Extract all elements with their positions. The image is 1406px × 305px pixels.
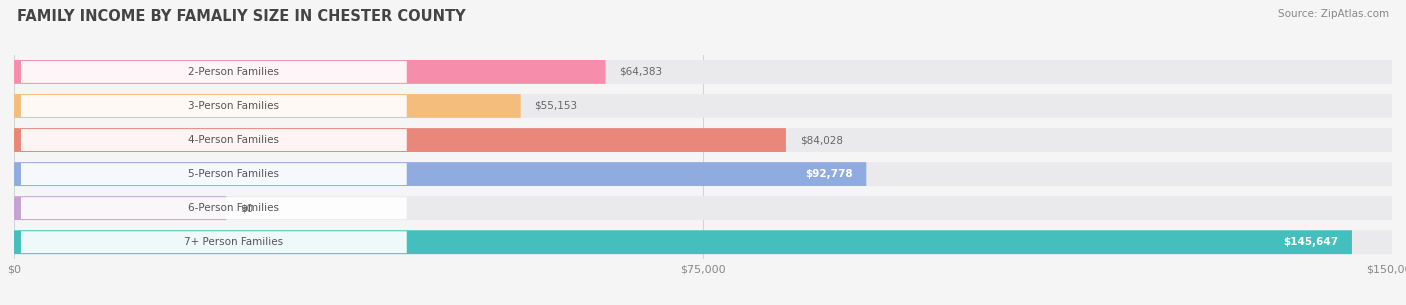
Text: $92,778: $92,778 bbox=[804, 169, 852, 179]
Text: $84,028: $84,028 bbox=[800, 135, 842, 145]
Text: $64,383: $64,383 bbox=[619, 67, 662, 77]
FancyBboxPatch shape bbox=[14, 60, 606, 84]
FancyBboxPatch shape bbox=[14, 94, 1392, 118]
FancyBboxPatch shape bbox=[14, 196, 226, 220]
Text: Source: ZipAtlas.com: Source: ZipAtlas.com bbox=[1278, 9, 1389, 19]
FancyBboxPatch shape bbox=[14, 162, 1392, 186]
FancyBboxPatch shape bbox=[21, 95, 406, 117]
FancyBboxPatch shape bbox=[14, 94, 520, 118]
Text: 7+ Person Families: 7+ Person Families bbox=[184, 237, 283, 247]
FancyBboxPatch shape bbox=[14, 162, 866, 186]
Text: 5-Person Families: 5-Person Families bbox=[187, 169, 278, 179]
FancyBboxPatch shape bbox=[21, 129, 406, 151]
FancyBboxPatch shape bbox=[21, 61, 406, 83]
FancyBboxPatch shape bbox=[14, 60, 1392, 84]
Text: $145,647: $145,647 bbox=[1284, 237, 1339, 247]
Text: FAMILY INCOME BY FAMALIY SIZE IN CHESTER COUNTY: FAMILY INCOME BY FAMALIY SIZE IN CHESTER… bbox=[17, 9, 465, 24]
Text: $0: $0 bbox=[240, 203, 253, 213]
FancyBboxPatch shape bbox=[14, 230, 1392, 254]
Text: 3-Person Families: 3-Person Families bbox=[187, 101, 278, 111]
FancyBboxPatch shape bbox=[14, 196, 1392, 220]
Text: 6-Person Families: 6-Person Families bbox=[187, 203, 278, 213]
Text: 2-Person Families: 2-Person Families bbox=[187, 67, 278, 77]
FancyBboxPatch shape bbox=[21, 163, 406, 185]
Text: 4-Person Families: 4-Person Families bbox=[187, 135, 278, 145]
FancyBboxPatch shape bbox=[21, 197, 406, 219]
FancyBboxPatch shape bbox=[14, 128, 1392, 152]
FancyBboxPatch shape bbox=[14, 128, 786, 152]
FancyBboxPatch shape bbox=[21, 231, 406, 253]
Text: $55,153: $55,153 bbox=[534, 101, 578, 111]
FancyBboxPatch shape bbox=[14, 230, 1353, 254]
